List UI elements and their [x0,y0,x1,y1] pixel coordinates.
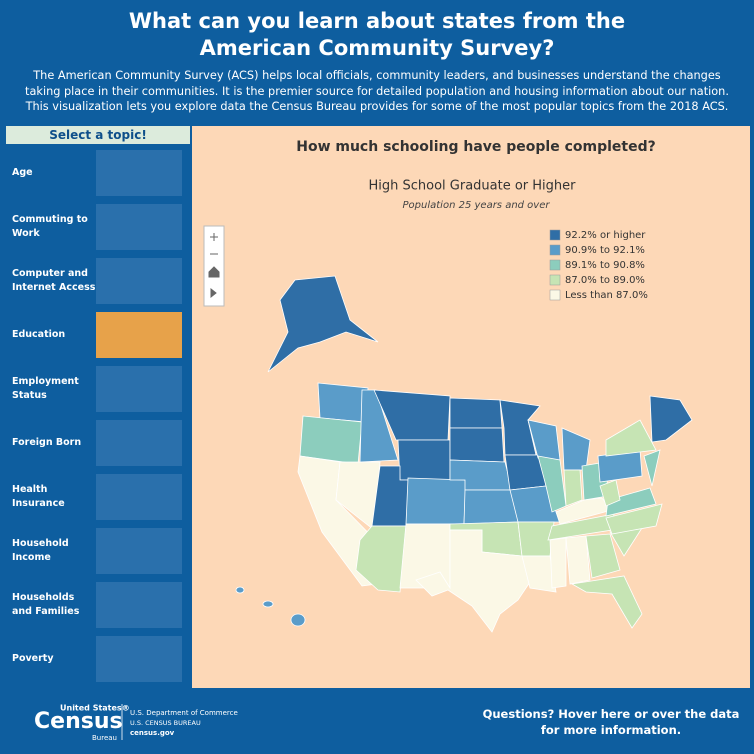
state-shape [537,455,567,513]
state-shape [599,479,621,507]
topic[interactable]: Households and Families [6,580,190,630]
title-line: What can you learn about states from the [128,9,626,33]
map-note: Population 25 years and over [403,200,551,211]
state-shape [290,613,306,627]
state-shape [549,537,567,589]
topic-thumbnail[interactable] [96,636,182,682]
legend-label: 92.2% or higher [565,230,646,241]
topic-label[interactable]: Poverty [12,653,54,664]
topic-thumbnail[interactable] [96,582,182,628]
state-shape [605,487,657,517]
state-shape [643,449,661,487]
topic-label[interactable]: Foreign Born [12,437,82,448]
legend-swatch [549,274,561,286]
legend-swatch [549,259,561,271]
legend-swatch [549,289,561,301]
footer-text: U.S. Department of Commerce [130,709,238,717]
state-shape [267,275,379,373]
state-shape [561,427,591,471]
footer-text: U.S. CENSUS BUREAU [130,719,201,727]
topic[interactable]: Computer and Internet Access [6,256,190,306]
state-shape [235,586,245,594]
topic[interactable]: Age [6,148,190,198]
title: What can you learn about states from the… [0,8,754,62]
state-shape [405,477,467,525]
state-shape [570,575,643,629]
state-shape [299,415,363,465]
state-shape [585,533,621,579]
sidebar-heading: Select a topic! [6,126,190,144]
topic-thumbnail[interactable] [96,474,182,520]
state-shape [317,382,369,423]
topic-label[interactable]: Households and Families [12,592,80,617]
legend-label: 89.1% to 90.8% [565,260,645,271]
map-controls[interactable] [203,225,225,307]
control-icons[interactable] [208,233,220,299]
state-shape [397,439,451,481]
topic-thumbnail[interactable] [96,420,182,466]
legend-swatch [549,244,561,256]
logo-text: United States® [60,704,130,713]
topic-label[interactable]: Commuting to Work [12,214,88,239]
topic-thumbnail[interactable] [96,366,182,412]
state-shape [605,419,657,457]
topic[interactable]: Commuting to Work [6,202,190,252]
map-title: How much schooling have people completed… [296,139,656,155]
state-shape [597,449,643,483]
legend: 92.2% or higher 90.9% to 92.1% 89.1% to 90… [549,229,648,301]
state-shape [521,555,557,593]
legend-swatch [549,229,561,241]
topic-label[interactable]: Education [12,329,66,340]
state-shape [262,600,274,608]
state-shape [359,389,399,463]
topic-label[interactable]: Household Income [12,538,69,563]
topic-thumbnail[interactable] [96,312,182,358]
topic[interactable]: Household Income [6,526,190,576]
topic[interactable]: Health Insurance [6,472,190,522]
footer-text: census.gov [130,729,175,737]
footer-bar [0,690,754,754]
state-shape [415,529,531,633]
topic-label[interactable]: Computer and Internet Access [12,268,96,293]
topic-thumbnail[interactable] [96,258,182,304]
topic-thumbnail[interactable] [96,150,182,196]
state-shape [605,503,663,535]
description: The American Community Survey (ACS) help… [25,69,729,113]
state-shape [449,427,505,463]
state-shape [563,469,583,507]
legend-label: 87.0% to 89.0% [565,275,645,286]
logo-text: Census [34,709,123,734]
topic-label[interactable]: Age [12,167,33,178]
topic-thumbnail[interactable] [96,528,182,574]
topic[interactable]: Employment Status [6,364,190,414]
topic-label[interactable]: Employment Status [12,376,79,401]
state-shape [449,397,503,429]
state-shape [565,535,591,585]
logo-text: Bureau [92,734,117,742]
map-subtitle: High School Graduate or Higher [368,179,576,194]
legend-label: 90.9% to 92.1% [565,245,645,256]
topic[interactable]: Poverty [6,634,190,684]
topic-label[interactable]: Health Insurance [12,484,65,509]
topic-thumbnail[interactable] [96,204,182,250]
state-shapes [235,275,693,633]
help-text[interactable]: Questions? Hover here or over the data f… [482,707,740,737]
control-bar[interactable] [203,225,225,307]
state-shape [463,489,519,525]
legend-label: Less than 87.0% [565,290,648,301]
topic[interactable]: Foreign Born [6,418,190,468]
state-shape [649,395,693,443]
topic[interactable]: Education [6,310,190,360]
title-line: American Community Survey? [199,36,555,60]
